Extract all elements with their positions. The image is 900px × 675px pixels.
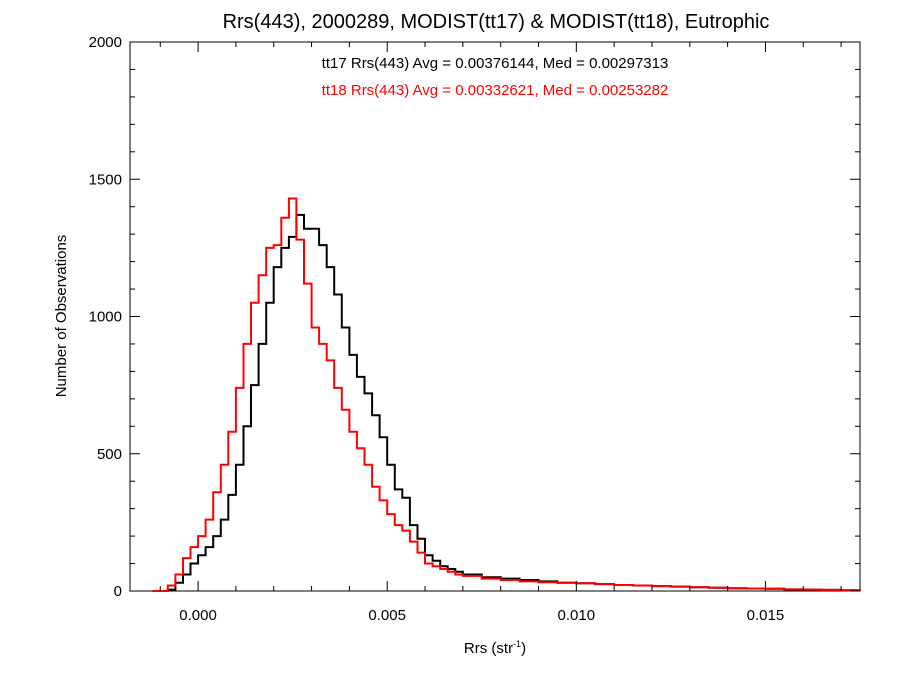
- y-tick-label: 1500: [89, 171, 122, 188]
- x-tick-label: 0.010: [558, 607, 596, 624]
- chart-title: Rrs(443), 2000289, MODIST(tt17) & MODIST…: [223, 11, 770, 33]
- y-tick-label: 500: [97, 446, 122, 463]
- tick-layer: 0.000 0.005 0.010 0.015 0 500 1000 1500 2000: [89, 34, 860, 624]
- x-axis-label-main: Rrs (str: [464, 640, 513, 657]
- plot-frame: [129, 41, 861, 592]
- x-axis-label: Rrs (str-1): [464, 639, 526, 657]
- series-tt17-histogram: [152, 213, 861, 592]
- series-tt18-histogram: [152, 197, 861, 592]
- y-tick-label: 0: [114, 583, 122, 600]
- x-axis-label-sup: -1: [513, 639, 521, 649]
- x-tick-label: 0.000: [179, 607, 217, 624]
- plot-area: 0.000 0.005 0.010 0.015 0 500 1000 1500 2000: [89, 34, 861, 624]
- x-axis-label-close: ): [521, 640, 526, 657]
- y-tick-label: 1000: [89, 309, 122, 326]
- x-tick-label: 0.015: [747, 607, 785, 624]
- y-tick-label: 2000: [89, 34, 122, 51]
- annotation-tt17: tt17 Rrs(443) Avg = 0.00376144, Med = 0.…: [322, 55, 669, 72]
- annotation-tt18: tt18 Rrs(443) Avg = 0.00332621, Med = 0.…: [322, 82, 669, 99]
- y-axis-label: Number of Observations: [53, 235, 70, 398]
- x-tick-label: 0.005: [368, 607, 406, 624]
- series-layer: [152, 197, 861, 592]
